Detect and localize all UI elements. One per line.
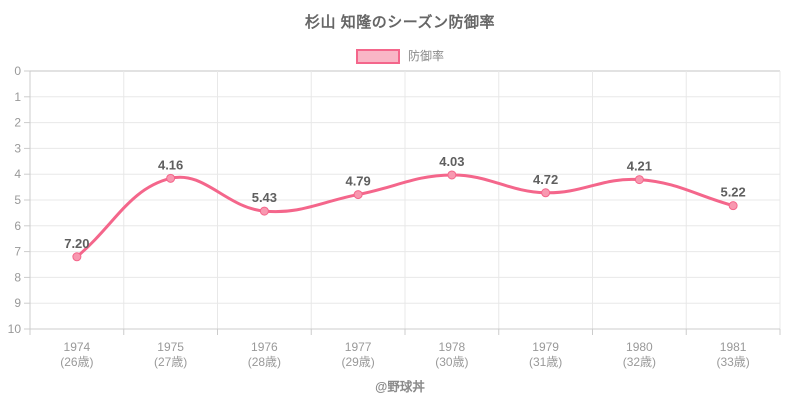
x-tick-sublabel: (28歳): [248, 355, 281, 369]
legend-label: 防御率: [407, 49, 444, 63]
x-tick-sublabel: (31歳): [529, 355, 562, 369]
data-point[interactable]: [353, 190, 363, 200]
data-point[interactable]: [72, 252, 82, 262]
data-label: 4.79: [345, 174, 370, 189]
y-tick-label: 6: [14, 219, 21, 233]
data-label: 7.20: [64, 236, 89, 251]
x-tick-sublabel: (26歳): [60, 355, 93, 369]
y-tick-label: 8: [14, 270, 21, 284]
x-tick-label: 1980: [626, 340, 653, 354]
data-point[interactable]: [447, 170, 457, 180]
data-label: 4.03: [439, 154, 464, 169]
x-tick-label: 1981: [720, 340, 747, 354]
data-point[interactable]: [634, 175, 644, 185]
data-point[interactable]: [541, 188, 551, 198]
data-point[interactable]: [166, 173, 176, 183]
y-tick-label: 4: [14, 167, 21, 181]
x-tick-label: 1974: [64, 340, 91, 354]
legend-item-era[interactable]: 防御率: [0, 49, 800, 64]
data-label: 4.21: [627, 159, 652, 174]
footer-credit: @野球丼: [375, 380, 425, 394]
y-tick-label: 2: [14, 116, 21, 130]
x-tick-label: 1978: [439, 340, 466, 354]
data-label: 5.43: [252, 190, 277, 205]
data-label: 4.16: [158, 157, 183, 172]
data-point[interactable]: [259, 206, 269, 216]
y-tick-label: 10: [8, 322, 22, 336]
data-label: 4.72: [533, 172, 558, 187]
chart-title: 杉山 知隆のシーズン防御率: [305, 14, 495, 31]
x-tick-label: 1977: [345, 340, 372, 354]
legend-swatch: [355, 49, 400, 64]
y-tick-label: 0: [14, 64, 21, 78]
y-tick-label: 5: [14, 193, 21, 207]
data-label: 5.22: [720, 185, 745, 200]
x-tick-sublabel: (32歳): [623, 355, 656, 369]
x-tick-sublabel: (33歳): [716, 355, 749, 369]
x-tick-label: 1976: [251, 340, 278, 354]
y-tick-label: 3: [14, 141, 21, 155]
x-tick-label: 1975: [157, 340, 184, 354]
y-tick-label: 7: [14, 245, 21, 259]
x-tick-label: 1979: [532, 340, 559, 354]
y-tick-label: 1: [14, 90, 21, 104]
x-tick-sublabel: (30歳): [435, 355, 468, 369]
data-point[interactable]: [728, 201, 738, 211]
x-tick-sublabel: (29歳): [341, 355, 374, 369]
x-tick-sublabel: (27歳): [154, 355, 187, 369]
y-tick-label: 9: [14, 296, 21, 310]
